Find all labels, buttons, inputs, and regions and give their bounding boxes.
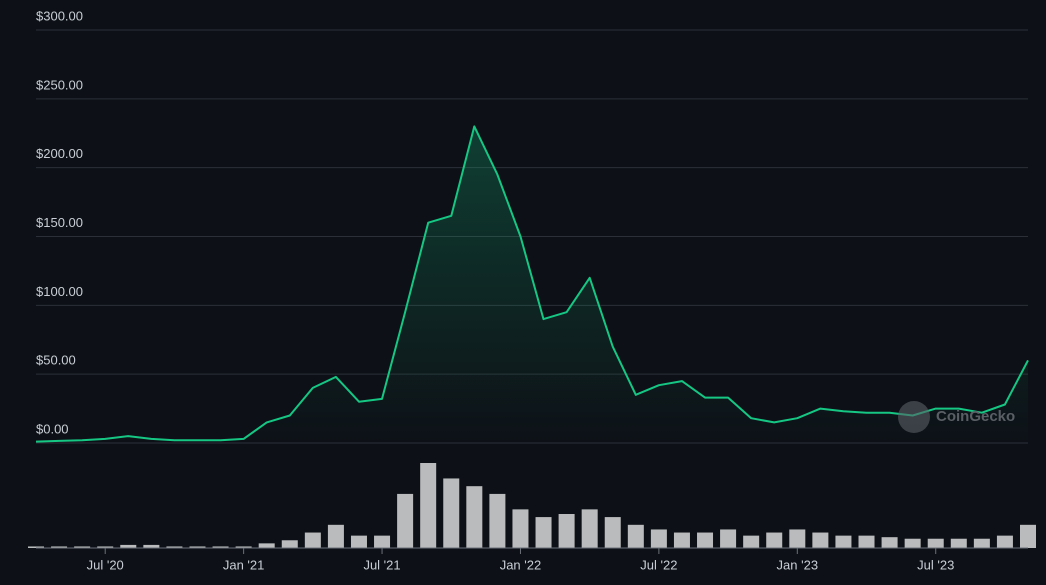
volume-bar (51, 546, 68, 548)
volume-bar (904, 538, 921, 548)
volume-bar (327, 524, 344, 548)
volume-bar (304, 532, 321, 548)
y-tick-label: $300.00 (36, 8, 83, 23)
x-tick-label: Jul '22 (640, 557, 677, 572)
volume-bar (950, 538, 967, 548)
x-tick-label: Jul '20 (87, 557, 124, 572)
volume-bar (443, 478, 460, 548)
volume-bar (74, 546, 91, 548)
volume-bar (143, 544, 160, 548)
volume-bar (789, 529, 806, 548)
volume-bar (881, 537, 898, 548)
volume-bar (535, 517, 552, 548)
volume-bar (28, 546, 44, 548)
volume-bar (97, 546, 114, 548)
volume-bar (973, 538, 990, 548)
y-tick-label: $100.00 (36, 284, 83, 299)
volume-bar (650, 529, 667, 548)
volume-bar (166, 546, 183, 548)
volume-bar (697, 532, 714, 548)
volume-bar (489, 493, 506, 548)
volume-bar (766, 532, 783, 548)
watermark-logo (898, 401, 930, 433)
volume-bar (397, 493, 414, 548)
x-tick-label: Jan '22 (500, 557, 542, 572)
volume-bar (512, 509, 529, 548)
volume-bar (212, 546, 229, 548)
y-tick-label: $0.00 (36, 421, 69, 436)
volume-bar (374, 535, 391, 548)
volume-bar (420, 463, 437, 548)
volume-bar (581, 509, 598, 548)
y-tick-label: $200.00 (36, 146, 83, 161)
volume-bar (258, 543, 275, 548)
volume-bar (558, 514, 575, 548)
volume-bar (189, 546, 206, 548)
volume-bar (235, 546, 252, 548)
volume-bar (720, 529, 737, 548)
x-tick-label: Jul '21 (363, 557, 400, 572)
volume-bar (120, 544, 137, 548)
volume-bar (673, 532, 690, 548)
volume-bar (604, 517, 621, 548)
volume-bar (281, 540, 298, 548)
y-tick-label: $50.00 (36, 353, 76, 368)
y-tick-label: $150.00 (36, 215, 83, 230)
volume-bar (835, 535, 852, 548)
volume-bar (927, 538, 944, 548)
x-tick-label: Jul '23 (917, 557, 954, 572)
volume-bar (858, 535, 875, 548)
x-tick-label: Jan '21 (223, 557, 265, 572)
x-tick-label: Jan '23 (777, 557, 819, 572)
volume-bar (743, 535, 760, 548)
watermark: CoinGecko (936, 408, 1015, 425)
volume-bar (627, 524, 644, 548)
y-tick-label: $250.00 (36, 77, 83, 92)
volume-bar (996, 535, 1013, 548)
volume-bar (350, 535, 367, 548)
price-area (36, 126, 1028, 444)
volume-bar (812, 532, 829, 548)
price-line (35, 125, 1029, 443)
volume-bar (466, 486, 483, 548)
volume-bar (1020, 524, 1036, 548)
